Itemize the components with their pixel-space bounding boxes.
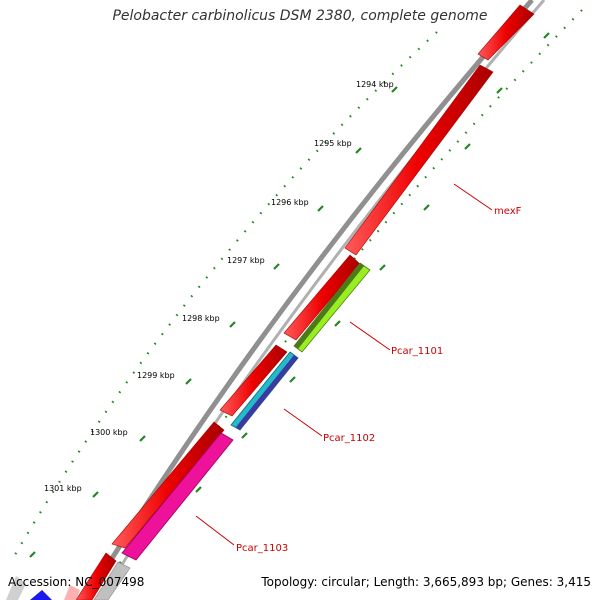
- partial-feature-blue: [30, 590, 52, 600]
- gene-labels: mexF Pcar_1101 Pcar_1102 Pcar_1103: [236, 206, 522, 554]
- kbp-label: 1294 kbp: [356, 80, 394, 89]
- kbp-label: 1295 kbp: [314, 139, 352, 148]
- gene-label-pcar-1101[interactable]: Pcar_1101: [391, 346, 443, 357]
- inner-major-ticks: [195, 32, 550, 493]
- inner-tick-ring: [94, 9, 583, 600]
- cds-arrow[interactable]: [283, 254, 361, 341]
- outer-major-ticks: [29, 86, 398, 558]
- cds-arrow[interactable]: [75, 552, 117, 600]
- gene-pcar-1103-arrow[interactable]: [121, 432, 234, 561]
- outer-tick-ring: [11, 31, 438, 561]
- cds-arrow[interactable]: [477, 4, 535, 61]
- partial-feature-pink: [64, 585, 80, 600]
- accession-label: Accession: NC_007498: [8, 575, 145, 589]
- reverse-gene-track: [93, 262, 371, 600]
- forward-cds-track: [75, 4, 535, 600]
- kbp-label: 1296 kbp: [271, 198, 309, 207]
- kbp-label: 1298 kbp: [182, 314, 220, 323]
- gene-pcar-1102-shade: [236, 355, 298, 430]
- gene-label-pcar-1102[interactable]: Pcar_1102: [323, 433, 375, 444]
- kbp-label: 1301 kbp: [44, 484, 82, 493]
- kbp-label: 1297 kbp: [227, 256, 265, 265]
- kbp-label: 1299 kbp: [137, 371, 175, 380]
- kbp-labels: 1294 kbp 1295 kbp 1296 kbp 1297 kbp 1298…: [44, 80, 394, 493]
- gene-pcar-1103-tail: [93, 561, 131, 600]
- cds-arrow[interactable]: [344, 64, 494, 256]
- gene-label-mexf[interactable]: mexF: [494, 206, 522, 217]
- partial-feature-grey: [6, 576, 26, 600]
- kbp-label: 1300 kbp: [90, 428, 128, 437]
- gene-label-pcar-1103[interactable]: Pcar_1103: [236, 543, 288, 554]
- cds-arrow[interactable]: [111, 421, 225, 549]
- cds-arrow[interactable]: [219, 344, 288, 417]
- map-title: Pelobacter carbinolicus DSM 2380, comple…: [112, 8, 488, 24]
- gene-pcar-1101-shade: [294, 263, 364, 349]
- topology-summary: Topology: circular; Length: 3,665,893 bp…: [261, 575, 591, 589]
- gene-label-leaders: [195, 183, 493, 546]
